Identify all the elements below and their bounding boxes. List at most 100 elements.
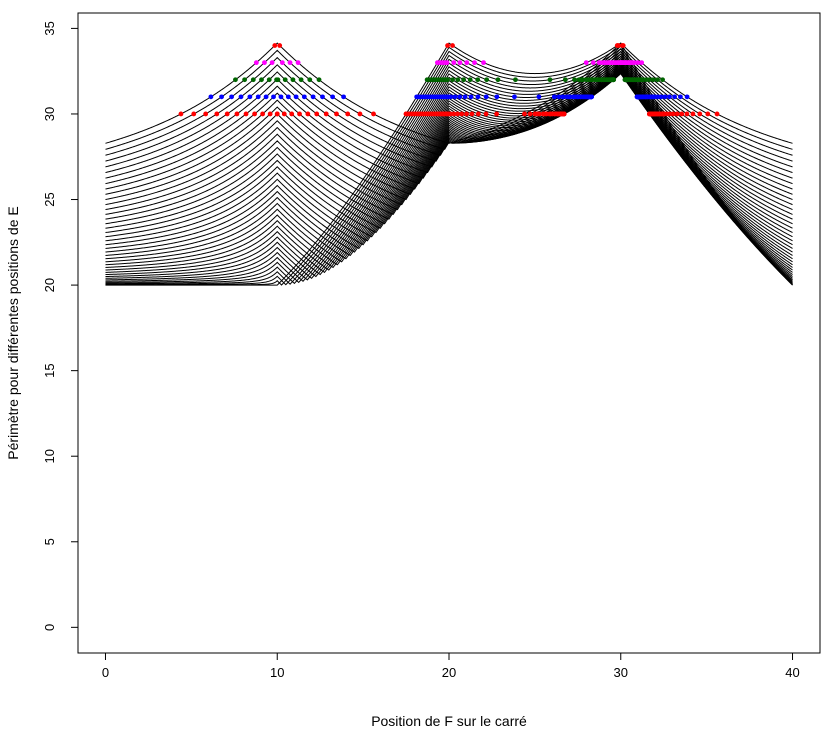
highlight-point — [452, 94, 458, 100]
highlight-point — [234, 111, 240, 117]
highlight-point — [357, 111, 363, 117]
highlight-point — [281, 111, 287, 117]
highlight-point — [290, 77, 296, 83]
highlight-point — [293, 94, 299, 100]
highlight-point — [522, 111, 527, 117]
highlight-point — [238, 94, 244, 100]
highlight-point — [272, 43, 278, 48]
highlight-point — [330, 94, 335, 100]
highlight-point — [259, 77, 264, 83]
highlight-point — [580, 77, 586, 83]
highlight-point — [305, 111, 311, 117]
highlight-point — [667, 111, 672, 117]
perimeter-curve — [105, 72, 793, 242]
perimeter-curve — [105, 50, 793, 162]
highlight-point — [705, 111, 711, 117]
y-tick-label: 20 — [42, 278, 57, 292]
highlight-point — [536, 111, 542, 117]
highlight-point — [464, 111, 469, 117]
highlight-point — [662, 94, 668, 100]
highlight-point — [287, 60, 293, 66]
highlight-point — [674, 111, 680, 117]
highlight-point — [307, 77, 313, 83]
highlight-point — [451, 60, 457, 66]
highlight-point — [544, 111, 550, 117]
highlight-point — [650, 77, 656, 83]
x-tick-label: 20 — [442, 665, 456, 680]
highlight-point — [560, 94, 566, 100]
highlight-point — [684, 111, 690, 117]
highlight-point — [481, 60, 486, 66]
highlight-point — [536, 94, 542, 100]
highlight-point — [472, 60, 477, 66]
highlight-point — [242, 77, 248, 83]
highlight-point — [459, 111, 465, 117]
highlight-point — [678, 94, 683, 100]
perimeter-curve — [105, 55, 793, 174]
highlight-point — [564, 94, 570, 100]
highlight-point — [214, 111, 220, 117]
highlight-point — [455, 111, 460, 117]
highlight-point — [513, 77, 518, 83]
highlight-point — [451, 111, 457, 117]
highlight-point — [660, 77, 665, 83]
y-tick-label: 30 — [42, 107, 57, 121]
highlight-point — [556, 94, 562, 100]
highlight-point — [457, 94, 463, 100]
highlight-point — [295, 60, 301, 66]
x-tick-label: 40 — [785, 665, 799, 680]
perimeter-curve — [105, 63, 793, 195]
highlight-point — [567, 94, 573, 100]
perimeter-curve — [105, 67, 793, 211]
highlight-point — [495, 77, 501, 83]
highlight-point — [285, 94, 291, 100]
highlight-point — [620, 43, 626, 48]
highlight-point — [341, 94, 346, 100]
highlight-point — [475, 111, 481, 117]
highlight-point — [658, 94, 664, 100]
highlight-points — [178, 43, 720, 117]
highlight-point — [316, 77, 322, 83]
highlight-point — [468, 94, 474, 100]
perimeter-curve — [105, 42, 793, 144]
highlight-point — [540, 111, 546, 117]
highlight-point — [320, 94, 325, 100]
x-axis: 0 10 20 30 40 — [102, 653, 800, 680]
y-tick-label: 5 — [42, 538, 57, 545]
highlight-point — [219, 94, 224, 100]
highlight-point — [615, 43, 621, 48]
highlight-point — [250, 77, 256, 83]
highlight-point — [450, 77, 455, 83]
highlight-point — [457, 60, 463, 66]
highlight-point — [527, 111, 533, 117]
highlight-point — [679, 111, 685, 117]
highlight-point — [233, 77, 238, 83]
perimeter-curve — [105, 65, 793, 201]
highlight-point — [632, 60, 637, 66]
highlight-point — [229, 94, 234, 100]
highlight-point — [450, 43, 455, 48]
highlight-point — [269, 60, 275, 66]
highlight-point — [274, 111, 280, 117]
highlight-point — [282, 77, 288, 83]
highlight-point — [494, 94, 500, 100]
perimeter-curve — [105, 72, 793, 246]
highlight-point — [464, 60, 470, 66]
highlight-point — [583, 60, 589, 66]
highlight-point — [469, 111, 475, 117]
perimeter-curve — [105, 66, 793, 206]
perimeter-curve — [105, 72, 793, 253]
highlight-point — [670, 111, 676, 117]
perimeter-curve — [105, 61, 793, 190]
highlight-point — [462, 94, 468, 100]
highlight-point — [203, 111, 209, 117]
highlight-point — [475, 94, 481, 100]
highlight-point — [597, 60, 603, 66]
y-tick-label: 10 — [42, 449, 57, 463]
highlight-point — [590, 60, 596, 66]
highlight-point — [697, 111, 703, 117]
highlight-point — [484, 77, 490, 83]
highlight-point — [255, 94, 261, 100]
highlight-point — [253, 60, 259, 66]
highlight-point — [445, 43, 450, 48]
